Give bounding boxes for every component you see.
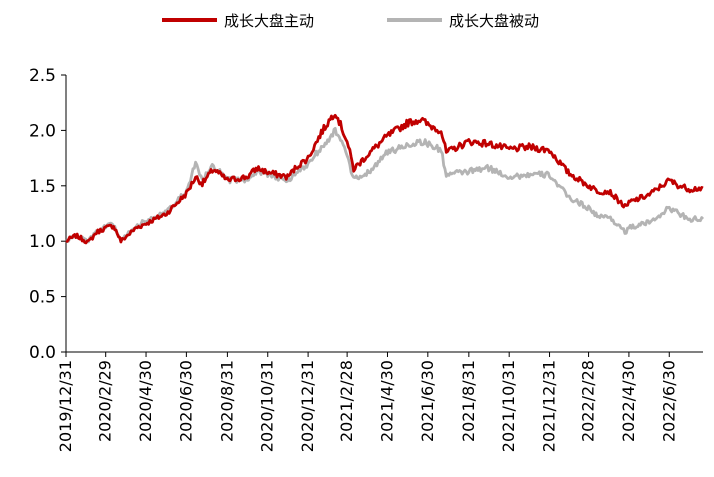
series-layer	[65, 113, 705, 245]
legend: 成长大盘主动 成长大盘被动	[162, 12, 539, 30]
x-tick-label: 2020/8/31	[217, 360, 236, 442]
y-axis: 0.0 0.5 1.0 1.5 2.0 2.5	[29, 66, 67, 363]
y-tick-label: 2.5	[29, 66, 56, 86]
x-tick-label: 2022/6/30	[659, 360, 678, 442]
x-tick-label: 2020/10/31	[258, 360, 277, 452]
x-tick-label: 2022/4/30	[619, 360, 638, 442]
y-tick-label: 2.0	[29, 121, 56, 141]
x-tick-label: 2020/6/30	[176, 360, 195, 442]
x-tick-label: 2021/12/31	[540, 360, 559, 452]
x-tick-label: 2021/2/28	[337, 360, 356, 442]
x-tick-label: 2021/4/30	[377, 360, 396, 442]
y-tick-label: 1.5	[29, 177, 56, 197]
legend-label-0: 成长大盘主动	[224, 12, 314, 30]
x-tick-label: 2020/4/30	[136, 360, 155, 442]
y-tick-label: 0.5	[29, 288, 56, 308]
x-tick-label: 2020/12/31	[298, 360, 317, 452]
x-tick-label: 2019/12/31	[56, 360, 75, 452]
x-axis: 2019/12/31 2020/2/29 2020/4/30 2020/6/30 202…	[56, 351, 703, 452]
x-tick-label: 2022/2/28	[579, 360, 598, 442]
x-tick-label: 2021/10/31	[499, 360, 518, 452]
y-tick-label: 1.0	[29, 232, 56, 252]
x-tick-label: 2021/8/31	[459, 360, 478, 442]
legend-label-1: 成长大盘被动	[449, 12, 539, 30]
series-line-0	[65, 113, 704, 245]
x-tick-label: 2021/6/30	[418, 360, 437, 442]
series-line-1	[65, 126, 705, 244]
x-tick-label: 2020/2/29	[96, 360, 115, 442]
y-tick-label: 0.0	[29, 343, 56, 363]
